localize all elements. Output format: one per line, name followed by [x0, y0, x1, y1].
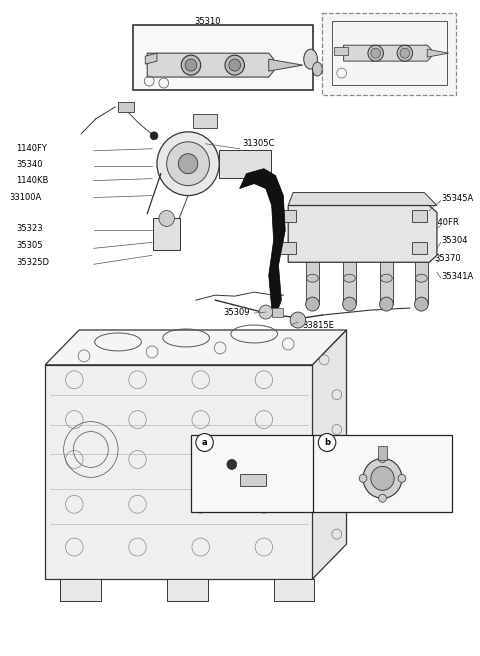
Ellipse shape	[307, 274, 318, 282]
Bar	[415, 262, 428, 304]
Circle shape	[306, 297, 319, 311]
Bar	[153, 218, 180, 251]
Polygon shape	[45, 330, 347, 365]
Polygon shape	[288, 205, 437, 262]
Circle shape	[379, 455, 386, 462]
Ellipse shape	[344, 274, 355, 282]
Circle shape	[359, 474, 367, 482]
Text: b: b	[324, 438, 330, 447]
Circle shape	[415, 297, 428, 311]
Circle shape	[227, 459, 237, 470]
Circle shape	[318, 434, 336, 451]
Circle shape	[368, 45, 384, 61]
Text: 35305: 35305	[16, 241, 42, 250]
Ellipse shape	[312, 62, 322, 76]
Text: 35325D: 35325D	[16, 258, 49, 267]
Polygon shape	[427, 49, 449, 57]
Circle shape	[379, 494, 386, 502]
Circle shape	[397, 45, 413, 61]
Polygon shape	[269, 59, 303, 71]
Circle shape	[167, 142, 209, 186]
Bar	[272, 308, 283, 317]
Circle shape	[380, 297, 393, 311]
Bar	[280, 242, 296, 255]
Bar	[274, 579, 314, 601]
Circle shape	[179, 154, 198, 174]
Circle shape	[259, 305, 273, 319]
Text: 1140KB: 1140KB	[16, 176, 48, 185]
Bar	[334, 47, 348, 55]
Text: a: a	[202, 438, 207, 447]
Text: 35312H: 35312H	[137, 50, 170, 58]
Ellipse shape	[304, 49, 317, 69]
Polygon shape	[288, 193, 437, 205]
Circle shape	[371, 466, 394, 490]
Text: 35312A: 35312A	[283, 52, 315, 60]
Ellipse shape	[381, 274, 392, 282]
Bar	[306, 262, 319, 304]
Bar	[343, 262, 356, 304]
Text: 33100A: 33100A	[9, 193, 41, 202]
Polygon shape	[219, 150, 271, 178]
Circle shape	[196, 434, 213, 451]
Polygon shape	[240, 474, 266, 486]
Bar	[412, 242, 427, 255]
Bar	[60, 579, 100, 601]
Bar	[191, 434, 452, 512]
Circle shape	[398, 474, 406, 482]
Bar	[118, 102, 133, 112]
Text: 35341A: 35341A	[441, 272, 473, 281]
Polygon shape	[45, 365, 312, 579]
Circle shape	[159, 211, 174, 226]
Text: 35340: 35340	[16, 160, 42, 169]
Bar	[332, 21, 447, 85]
Text: 1140FY: 1140FY	[16, 144, 47, 154]
Bar	[380, 262, 393, 304]
Circle shape	[150, 132, 158, 140]
Circle shape	[181, 55, 201, 75]
Text: 31337F: 31337F	[329, 440, 358, 449]
Circle shape	[343, 297, 356, 311]
Circle shape	[290, 312, 306, 328]
Circle shape	[225, 55, 244, 75]
Bar	[193, 114, 217, 128]
Polygon shape	[147, 53, 274, 77]
Text: 1140FR: 1140FR	[427, 218, 459, 227]
Bar	[280, 211, 296, 222]
Text: 35309: 35309	[223, 308, 250, 317]
Bar	[167, 579, 207, 601]
Bar	[322, 13, 456, 95]
Text: 35310: 35310	[194, 17, 220, 26]
Text: 35345A: 35345A	[441, 194, 473, 203]
Text: 35370: 35370	[434, 254, 461, 263]
Text: (KIT): (KIT)	[324, 15, 344, 24]
Bar	[132, 26, 312, 90]
Text: 35304: 35304	[441, 236, 468, 245]
Text: 35312F: 35312F	[283, 31, 315, 40]
Text: 35323: 35323	[16, 224, 43, 233]
Circle shape	[371, 48, 381, 58]
Text: 31305C: 31305C	[242, 139, 275, 148]
Text: 37369: 37369	[245, 474, 270, 483]
Text: 1140FY: 1140FY	[245, 458, 274, 467]
Text: 35312K: 35312K	[340, 27, 372, 36]
Circle shape	[229, 59, 240, 71]
Polygon shape	[312, 330, 347, 579]
Circle shape	[363, 459, 402, 499]
Circle shape	[400, 48, 410, 58]
Circle shape	[157, 132, 219, 195]
Circle shape	[185, 59, 197, 71]
Polygon shape	[344, 45, 431, 61]
Polygon shape	[240, 169, 285, 308]
Polygon shape	[145, 53, 157, 64]
Ellipse shape	[416, 274, 427, 282]
Bar	[412, 211, 427, 222]
Bar	[378, 447, 387, 461]
Text: 33815E: 33815E	[303, 321, 335, 329]
